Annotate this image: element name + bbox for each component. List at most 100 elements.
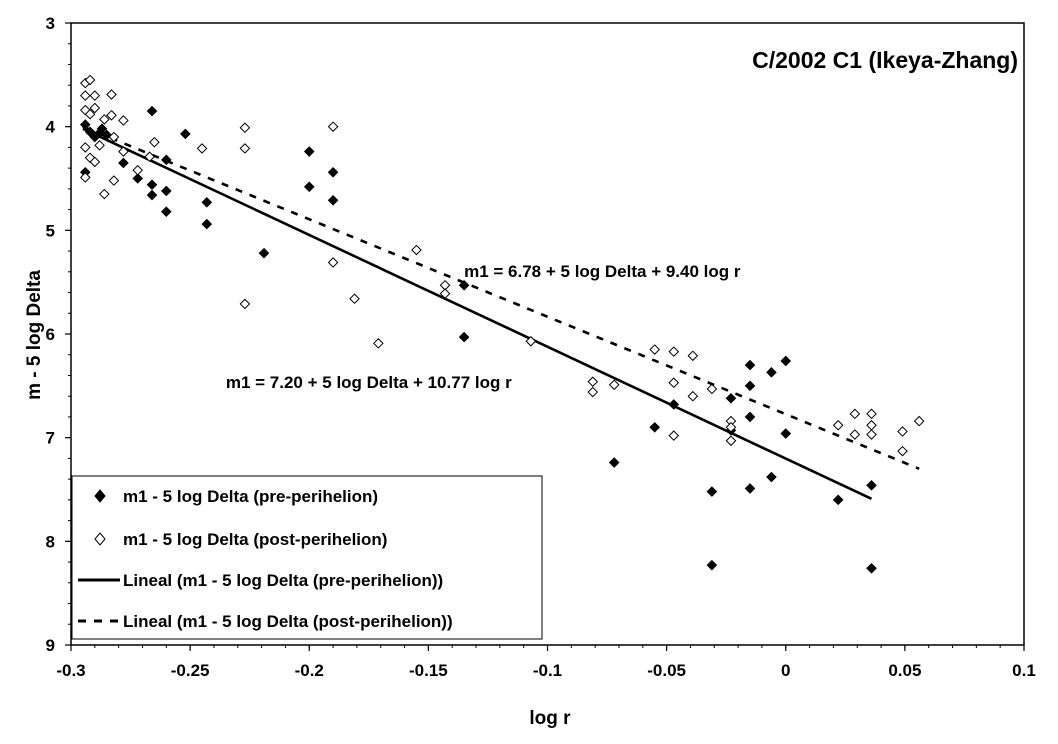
pre-perihelion-point	[766, 471, 777, 483]
y-tick-label: 6	[46, 325, 55, 344]
pre-perihelion-point	[180, 128, 191, 140]
legend-item-post: m1 - 5 log Delta (post-perihelion)	[94, 530, 387, 549]
post-perihelion-point	[832, 419, 844, 431]
pre-perihelion-point	[744, 380, 756, 392]
x-tick-label: -0.25	[171, 661, 210, 680]
legend-label-pre: m1 - 5 log Delta (pre-perihelion)	[123, 487, 378, 506]
pre-perihelion-point	[649, 421, 661, 433]
post-perihelion-point	[79, 90, 91, 101]
post-perihelion-point	[668, 346, 680, 357]
pre-perihelion-point	[725, 392, 737, 404]
pre-perihelion-point	[146, 179, 158, 191]
post-perihelion-point	[108, 175, 120, 186]
post-perihelion-point	[89, 102, 101, 114]
post-perihelion-point	[239, 298, 251, 310]
y-tick-label: 5	[46, 221, 55, 240]
x-tick-label: 0.05	[888, 661, 921, 680]
pre-perihelion-point	[866, 480, 877, 491]
pre-perihelion-point	[201, 218, 213, 230]
post-perihelion-point	[79, 142, 91, 153]
post-perihelion-point	[725, 435, 737, 447]
y-tick-label: 9	[46, 636, 55, 655]
post-perihelion-point	[99, 114, 110, 125]
post-perihelion-point	[373, 338, 384, 349]
x-tick-label: -0.3	[56, 661, 85, 680]
post-perihelion-point	[94, 140, 105, 151]
post-perihelion-point	[608, 379, 620, 391]
pre-perihelion-equation: m1 = 7.20 + 5 log Delta + 10.77 log r	[226, 373, 512, 392]
post-perihelion-point	[687, 390, 699, 402]
pre-perihelion-point	[668, 399, 680, 410]
trendlines	[82, 125, 920, 501]
pre-perihelion-point	[160, 185, 172, 197]
post-perihelion-equation: m1 = 6.78 + 5 log Delta + 9.40 log r	[464, 262, 741, 281]
post-perihelion-point	[866, 408, 877, 420]
post-perihelion-point	[587, 386, 599, 398]
post-perihelion-point	[913, 415, 925, 427]
post-perihelion-point	[239, 143, 251, 154]
pre-perihelion-point	[132, 173, 144, 184]
chart-title: C/2002 C1 (Ikeya-Zhang)	[752, 47, 1018, 73]
pre-perihelion-point	[706, 559, 718, 571]
post-perihelion-point	[196, 143, 208, 154]
x-tick-label: -0.2	[295, 661, 324, 680]
post-perihelion-point	[439, 288, 451, 299]
legend-item-pre: m1 - 5 log Delta (pre-perihelion)	[94, 487, 378, 506]
post-perihelion-point	[725, 421, 737, 433]
pre-perihelion-point	[458, 331, 470, 343]
x-tick-label: 0	[781, 661, 790, 680]
post-perihelion-point	[349, 293, 360, 305]
legend-item-post-trend: Lineal (m1 - 5 log Delta (post-perihelio…	[78, 612, 453, 631]
x-tick-label: -0.05	[647, 661, 686, 680]
post-perihelion-point	[897, 445, 908, 457]
pre-perihelion-point	[118, 157, 129, 169]
post-perihelion-point	[132, 164, 144, 176]
legend-label-post-trend: Lineal (m1 - 5 log Delta (post-perihelio…	[123, 612, 453, 631]
post-perihelion-point	[106, 109, 117, 121]
post-perihelion-point	[327, 121, 339, 132]
pre-perihelion-point	[303, 146, 315, 157]
pre-perihelion-point	[780, 355, 792, 367]
y-tick-label: 7	[46, 429, 55, 448]
post-perihelion-point	[239, 122, 251, 134]
legend-label-pre-trend: Lineal (m1 - 5 log Delta (pre-perihelion…	[123, 571, 443, 590]
pre-perihelion-point	[160, 154, 172, 166]
y-tick-label: 4	[46, 118, 56, 137]
legend-label-post: m1 - 5 log Delta (post-perihelion)	[123, 530, 387, 549]
post-perihelion-point	[84, 108, 96, 120]
pre-perihelion-point	[79, 119, 91, 130]
post-perihelion-point	[89, 90, 101, 101]
post-perihelion-point	[849, 429, 861, 440]
post-perihelion-point	[706, 383, 718, 395]
pre-perihelion-point	[303, 181, 315, 193]
pre-perihelion-point	[744, 359, 756, 371]
pre-perihelion-point	[780, 428, 792, 439]
pre-perihelion-point	[84, 126, 96, 138]
post-perihelion-point	[668, 430, 680, 441]
y-tick-label: 3	[46, 14, 55, 33]
x-tick-label: -0.15	[409, 661, 448, 680]
post-perihelion-point	[99, 188, 110, 200]
axis-ticks: -0.3 -0.25 -0.2 -0.15 -0.1 -0.05 0 0.05 0.1 3 4 5 6 7…	[46, 14, 1036, 680]
pre-perihelion-point	[146, 189, 158, 201]
filled-diamond-icon	[94, 489, 106, 503]
post-perihelion-point	[144, 151, 155, 163]
post-perihelion-trendline	[82, 125, 920, 470]
pre-perihelion-point	[744, 483, 756, 494]
post-perihelion-point	[84, 74, 96, 86]
post-perihelion-point	[897, 426, 908, 437]
post-perihelion-point	[649, 344, 661, 355]
pre-perihelion-point	[96, 123, 108, 135]
pre-perihelion-point	[258, 247, 270, 259]
y-axis-title: m - 5 log Delta	[24, 270, 45, 400]
pre-perihelion-point	[766, 367, 777, 378]
post-perihelion-point	[106, 89, 117, 100]
post-perihelion-point	[525, 335, 537, 347]
post-perihelion-point	[118, 146, 129, 157]
pre-perihelion-point	[146, 105, 158, 117]
x-tick-label: 0.1	[1012, 661, 1036, 680]
data-points	[79, 74, 925, 574]
y-tick-label: 8	[46, 532, 55, 551]
pre-perihelion-point	[608, 457, 620, 468]
